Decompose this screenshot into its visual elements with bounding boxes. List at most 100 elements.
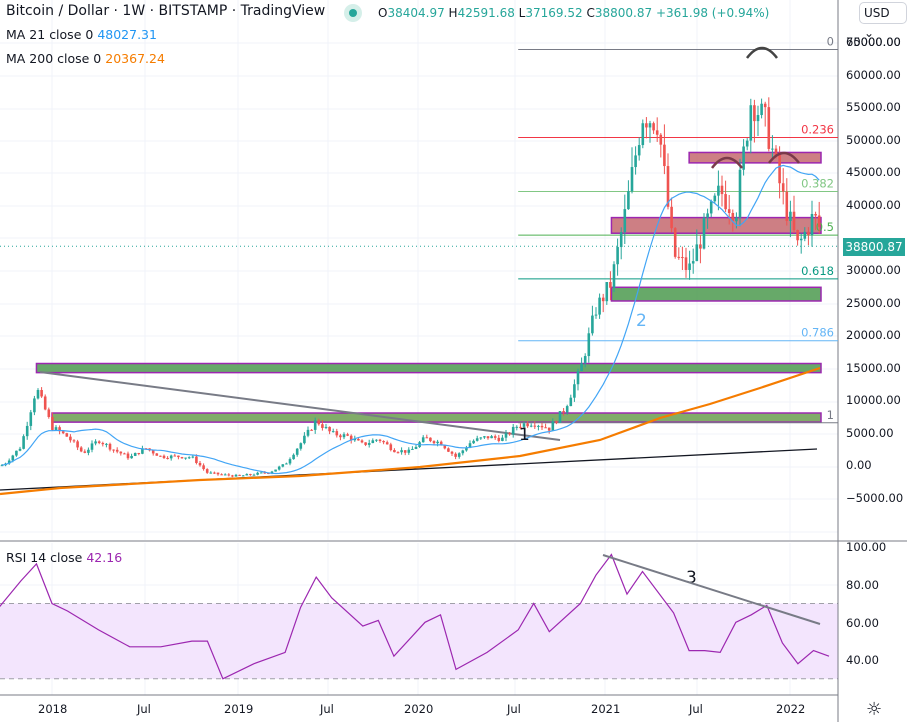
descending-trendline bbox=[39, 371, 561, 441]
time-tick: 2021 bbox=[591, 702, 621, 716]
candle-body bbox=[807, 231, 810, 236]
candle-body bbox=[15, 450, 18, 456]
candle-body bbox=[483, 436, 486, 438]
candle-body bbox=[609, 282, 612, 288]
candle-body bbox=[425, 437, 429, 439]
candle-body bbox=[83, 451, 87, 453]
candle-body bbox=[555, 421, 558, 423]
candle-body bbox=[299, 443, 303, 449]
candle-body bbox=[771, 148, 774, 150]
candle-body bbox=[393, 450, 396, 453]
candle-body bbox=[342, 434, 346, 438]
zone-resistance bbox=[688, 151, 822, 164]
candle-body bbox=[443, 445, 447, 449]
candle-body bbox=[11, 455, 15, 461]
candle-body bbox=[774, 148, 778, 155]
candle-body bbox=[198, 462, 202, 466]
candle-body bbox=[645, 123, 648, 128]
candle-body bbox=[493, 436, 497, 438]
candle-body bbox=[87, 449, 90, 453]
candle-body bbox=[159, 455, 162, 457]
candle-body bbox=[789, 211, 792, 221]
candle-body bbox=[432, 441, 436, 444]
candle-body bbox=[526, 423, 529, 427]
candle-body bbox=[681, 257, 684, 259]
candle-body bbox=[677, 256, 681, 258]
candle-body bbox=[292, 454, 295, 460]
top-arc-marker bbox=[711, 156, 743, 169]
candle-body bbox=[663, 144, 666, 167]
candle-body bbox=[346, 434, 349, 436]
rsi-trendline bbox=[602, 554, 821, 625]
candle-body bbox=[385, 442, 389, 445]
candle-body bbox=[94, 441, 97, 444]
candle-body bbox=[421, 437, 425, 443]
candle-body bbox=[472, 440, 475, 444]
ma200-legend[interactable]: MA 200 close 0 20367.24 bbox=[6, 51, 165, 66]
candle-body bbox=[713, 195, 717, 202]
rsi-tick: 100.00 bbox=[846, 540, 887, 554]
candle-body bbox=[547, 427, 551, 431]
candle-body bbox=[151, 450, 155, 454]
candle-body bbox=[814, 213, 817, 216]
candle-body bbox=[673, 228, 677, 257]
candle-body bbox=[767, 107, 771, 149]
candle-body bbox=[54, 427, 58, 430]
candle-body bbox=[303, 435, 306, 444]
rsi-legend[interactable]: RSI 14 close 42.16 bbox=[6, 550, 123, 565]
candle-body bbox=[695, 244, 699, 262]
price-tick: 25000.00 bbox=[846, 295, 901, 310]
price-tick: 65000.00 bbox=[846, 35, 901, 49]
candle-body bbox=[202, 465, 205, 470]
candle-body bbox=[519, 426, 522, 428]
candle-body bbox=[515, 426, 519, 428]
candle-body bbox=[403, 450, 407, 453]
candle-body bbox=[40, 390, 43, 397]
candle-body bbox=[43, 396, 47, 410]
candle-body bbox=[112, 449, 115, 451]
candle-body bbox=[709, 201, 713, 214]
candle-body bbox=[72, 440, 76, 442]
candle-body bbox=[367, 443, 371, 445]
candle-body bbox=[702, 217, 706, 249]
candle-body bbox=[97, 441, 101, 443]
candle-body bbox=[580, 363, 583, 372]
candle-body bbox=[454, 453, 457, 457]
candle-body bbox=[414, 446, 418, 449]
candle-body bbox=[497, 437, 501, 441]
rsi-band bbox=[0, 603, 838, 679]
candle-body bbox=[169, 455, 173, 459]
candle-body bbox=[79, 447, 83, 452]
candle-body bbox=[587, 333, 591, 357]
candle-body bbox=[0, 465, 4, 467]
candle-body bbox=[407, 449, 411, 453]
candle-body bbox=[749, 105, 753, 141]
candle-body bbox=[785, 191, 789, 221]
candle-body bbox=[522, 423, 526, 427]
candle-body bbox=[90, 443, 94, 450]
candle-body bbox=[731, 212, 735, 222]
candle-body bbox=[573, 384, 576, 398]
candle-body bbox=[313, 420, 317, 430]
candle-body bbox=[47, 409, 51, 417]
zone-support bbox=[610, 286, 822, 302]
candle-body bbox=[720, 185, 724, 195]
zone-support bbox=[51, 412, 822, 423]
candle-body bbox=[659, 134, 663, 145]
candle-body bbox=[205, 469, 209, 473]
candle-body bbox=[270, 471, 274, 474]
candle-body bbox=[490, 436, 493, 439]
settings-gear-icon[interactable]: ☼ bbox=[866, 699, 883, 720]
price-tick: 40000.00 bbox=[846, 197, 901, 212]
price-tick: 70000.00 bbox=[846, 35, 901, 49]
candle-body bbox=[641, 123, 645, 146]
candle-body bbox=[126, 453, 130, 459]
currency-selector[interactable]: USD ⌄ bbox=[859, 2, 907, 40]
candle-body bbox=[306, 429, 310, 436]
candle-body bbox=[637, 145, 641, 156]
ma21-legend[interactable]: MA 21 close 0 48027.31 bbox=[6, 27, 157, 42]
candle-body bbox=[447, 448, 450, 452]
candle-body bbox=[616, 247, 619, 265]
candle-body bbox=[58, 427, 61, 432]
